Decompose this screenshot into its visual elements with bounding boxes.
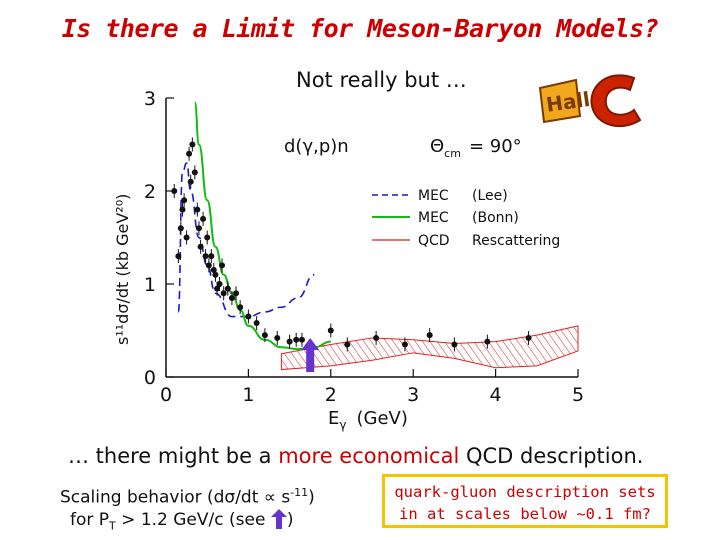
data-point — [179, 206, 186, 213]
scaling-part2: ) — [308, 487, 315, 508]
data-point — [200, 215, 207, 222]
data-point — [194, 206, 201, 213]
data-point — [202, 253, 209, 260]
legend-label-mec-bonn: (Bonn) — [472, 210, 519, 226]
data-point — [205, 262, 212, 269]
data-point — [484, 338, 491, 345]
scaling-note: Scaling behavior (dσ/dt ∝ s-11) for PT >… — [60, 482, 315, 536]
data-point — [195, 225, 202, 232]
legend-name-mec-lee: MEC — [418, 188, 449, 204]
y-tick-label: 0 — [144, 367, 156, 389]
subtitle: Not really but … — [296, 68, 467, 92]
y-axis-label: s¹¹dσ/dt (kb GeV²⁰) — [113, 194, 132, 345]
data-point — [181, 197, 188, 204]
data-point — [261, 332, 268, 339]
legend-label-qcd: Rescattering — [472, 233, 560, 249]
y-tick-label: 2 — [144, 181, 156, 203]
caption-highlight: more economical — [278, 444, 460, 468]
data-point — [187, 178, 194, 185]
data-point — [219, 262, 226, 269]
y-tick-label: 1 — [144, 274, 156, 296]
data-point — [175, 253, 182, 260]
data-point — [274, 334, 281, 341]
data-point — [220, 290, 227, 297]
data-point — [189, 141, 196, 148]
data-point — [286, 338, 293, 345]
data-point — [253, 320, 260, 327]
data-point — [183, 234, 190, 241]
scaling-line2-end: ) — [286, 509, 294, 530]
legend-name-mec-bonn: MEC — [418, 210, 449, 226]
data-point — [426, 332, 433, 339]
legend-label-mec-lee: (Lee) — [472, 188, 508, 204]
data-point — [177, 225, 184, 232]
scaling-line-2: for PT > 1.2 GeV/c (see ) — [60, 508, 315, 536]
data-point — [228, 294, 235, 301]
scaling-line2-pre: for P — [70, 509, 110, 530]
data-point — [216, 281, 223, 287]
data-point — [208, 253, 215, 260]
data-point — [344, 341, 351, 348]
scaling-line2-sub: T — [109, 519, 116, 533]
page-title: Is there a Limit for Meson-Baryon Models… — [61, 14, 659, 43]
data-point — [373, 334, 380, 341]
box-line-1: quark-gluon description sets — [394, 483, 656, 501]
caption-pre: … there might be a — [68, 444, 279, 468]
x-tick-label: 1 — [242, 384, 254, 406]
scaling-part1: Scaling behavior (dσ/dt ∝ s — [60, 487, 291, 508]
caption-post: QCD description. — [459, 444, 644, 468]
up-arrow-icon — [301, 338, 320, 372]
pt-threshold-arrow — [301, 338, 320, 372]
data-point — [327, 327, 334, 334]
x-tick-label: 0 — [160, 384, 172, 406]
box-line-2: in at scales below ~0.1 fm? — [399, 505, 651, 523]
data-point — [293, 336, 300, 343]
quark-gluon-note: quark-gluon description sets in at scale… — [382, 474, 668, 528]
hall-c-logo: Hall — [538, 74, 642, 128]
data-point — [401, 341, 408, 348]
data-point — [197, 243, 204, 250]
x-tick-label: 3 — [407, 384, 419, 406]
qcd-rescattering-band — [280, 325, 579, 371]
data-point — [451, 341, 458, 348]
data-point — [186, 150, 193, 157]
data-point — [171, 188, 178, 194]
data-point — [204, 234, 211, 241]
x-tick-label: 2 — [325, 384, 337, 406]
x-axis-label: Eγ (GeV) — [328, 408, 408, 432]
data-point — [237, 304, 244, 311]
reaction-label: d(γ,p)n — [284, 136, 349, 157]
legend-name-qcd: QCD — [418, 233, 450, 249]
up-arrow-icon — [270, 508, 287, 529]
data-point — [233, 290, 240, 297]
data-point — [191, 169, 198, 176]
x-tick-label: 5 — [572, 384, 584, 406]
y-tick-label: 3 — [144, 88, 156, 110]
data-point — [214, 285, 221, 292]
legend: MEC (Lee) MEC (Bonn) QCD Rescattering — [372, 188, 560, 249]
caption: … there might be a more economical QCD d… — [68, 444, 643, 468]
data-point — [298, 336, 305, 343]
scaling-line-1: Scaling behavior (dσ/dt ∝ s-11) — [60, 482, 315, 509]
scaling-exponent: -11 — [290, 486, 309, 499]
theta-label: Θcm = 90° — [430, 136, 522, 160]
scaling-line2-post: > 1.2 GeV/c (see — [115, 509, 271, 530]
data-point — [212, 271, 219, 278]
data-point — [525, 334, 532, 341]
data-point — [224, 285, 231, 292]
mec-lee-curve — [177, 162, 315, 318]
x-tick-label: 4 — [490, 384, 502, 406]
data-point — [245, 313, 252, 320]
